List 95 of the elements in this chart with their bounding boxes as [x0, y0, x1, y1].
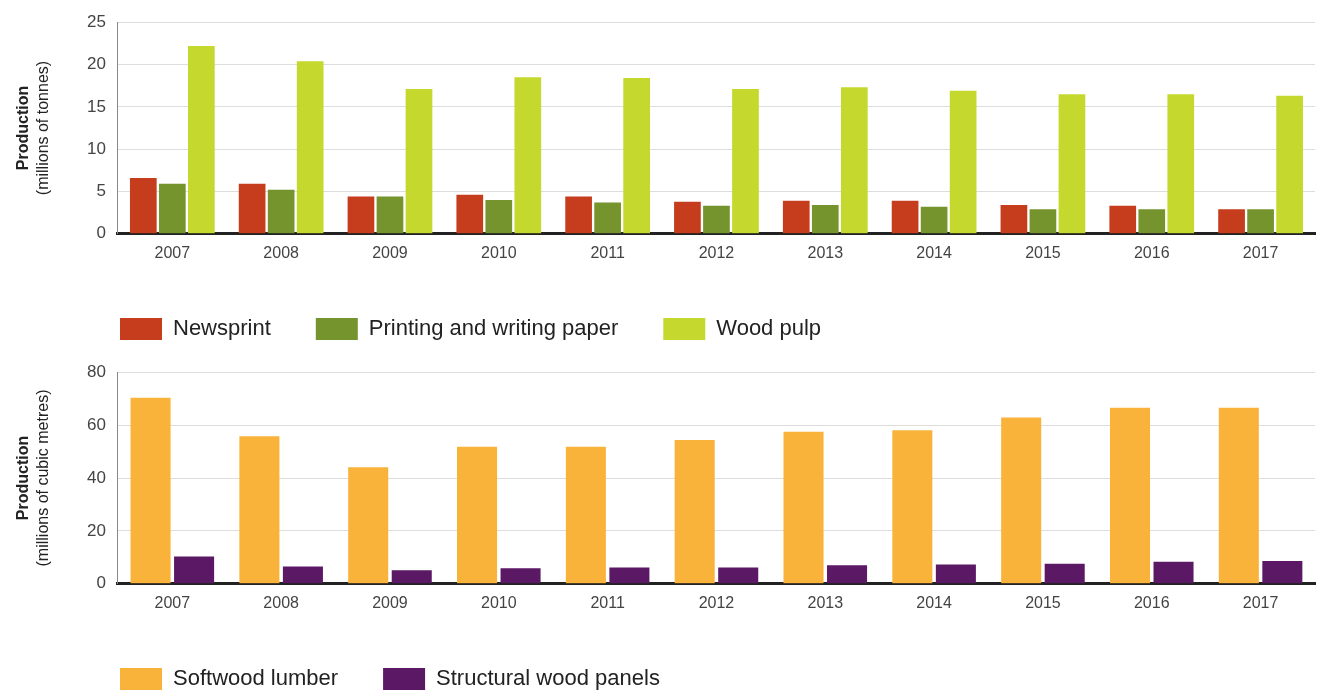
x-tick-label: 2014: [916, 243, 953, 261]
x-tick-label: 2016: [1133, 243, 1170, 261]
x-tick-label: 2011: [590, 593, 625, 611]
bar: [282, 566, 323, 584]
x-tick-label: 2013: [807, 243, 844, 261]
y-axis-title: Production (millions of cubic metres): [14, 389, 52, 567]
x-tick-label: 2009: [372, 593, 408, 611]
bar: [267, 189, 295, 234]
bar: [565, 446, 606, 584]
x-tick-label: 2011: [590, 243, 625, 261]
bar: [609, 567, 650, 584]
x-tick-label: 2012: [698, 243, 735, 261]
bar: [347, 196, 375, 234]
bar: [718, 567, 759, 584]
bar: [840, 87, 868, 234]
bar: [892, 430, 933, 584]
x-tick-label: 2007: [154, 593, 191, 611]
bar: [1276, 95, 1303, 234]
bar: [1044, 563, 1085, 584]
legend-label: Newsprint: [173, 315, 271, 341]
bar: [1167, 94, 1195, 234]
y-tick-label: 15: [86, 96, 106, 116]
legend-label: Wood pulp: [716, 315, 822, 341]
y-tick-label: 0: [96, 573, 106, 593]
bar: [891, 200, 919, 234]
bar: [239, 436, 280, 584]
y-tick-label: 10: [86, 138, 106, 158]
bar: [783, 431, 824, 584]
bar: [158, 183, 186, 234]
bar: [1000, 205, 1028, 234]
bar: [920, 206, 948, 234]
bar: [782, 200, 810, 234]
bar: [674, 201, 701, 234]
x-tick-label: 2014: [916, 593, 953, 611]
bar: [1218, 209, 1245, 234]
bar: [457, 446, 498, 584]
bar: [1109, 205, 1137, 234]
x-tick-label: 2008: [263, 243, 300, 261]
bar: [1001, 417, 1042, 584]
x-tick-label: 2008: [263, 593, 300, 611]
x-tick-label: 2015: [1025, 593, 1061, 611]
x-tick-label: 2013: [807, 593, 844, 611]
bar: [565, 196, 592, 234]
x-tick-label: 2010: [481, 243, 517, 261]
bar: [174, 556, 215, 584]
bar: [827, 565, 868, 584]
bar: [935, 564, 976, 584]
bar: [456, 194, 484, 234]
bar: [1153, 561, 1194, 584]
y-tick-label: 5: [96, 181, 106, 201]
bar: [623, 78, 650, 234]
y-tick-label: 20: [86, 54, 106, 74]
bar: [514, 77, 542, 234]
bar: [594, 202, 621, 234]
legend-label: Printing and writing paper: [368, 315, 619, 341]
bar: [811, 205, 839, 234]
bar: [187, 45, 215, 234]
x-tick-label: 2017: [1242, 243, 1279, 261]
bar: [674, 439, 715, 584]
x-tick-label: 2015: [1025, 243, 1061, 261]
bar: [500, 568, 541, 584]
x-tick-label: 2009: [372, 243, 408, 261]
legend-label: Softwood lumber: [173, 665, 339, 691]
y-axis-title: Production (millions of tonnes): [14, 60, 52, 196]
bar: [130, 397, 171, 584]
x-tick-label: 2017: [1242, 593, 1279, 611]
bar: [296, 61, 324, 234]
bar: [1109, 407, 1151, 584]
bar: [238, 183, 266, 234]
bar: [1058, 94, 1086, 234]
bar: [391, 570, 432, 584]
bar: [129, 177, 157, 234]
x-tick-label: 2016: [1133, 593, 1170, 611]
x-tick-label: 2010: [481, 593, 517, 611]
bar: [703, 205, 730, 234]
bar: [949, 90, 977, 234]
bar: [348, 467, 389, 584]
bar: [1218, 407, 1259, 584]
x-tick-label: 2012: [698, 593, 735, 611]
bar: [732, 89, 759, 234]
legend-label: Structural wood panels: [436, 665, 660, 691]
bar: [1029, 209, 1057, 234]
bar: [1262, 561, 1303, 584]
y-tick-label: 25: [86, 11, 106, 31]
bar: [485, 199, 513, 234]
bar: [405, 89, 433, 234]
y-tick-label: 40: [86, 467, 106, 487]
bar: [1138, 209, 1166, 234]
y-tick-label: 20: [86, 520, 106, 540]
y-tick-label: 0: [96, 223, 106, 243]
x-tick-label: 2007: [154, 243, 191, 261]
bar: [1247, 209, 1274, 234]
y-tick-label: 80: [86, 361, 106, 381]
y-tick-label: 60: [86, 414, 106, 434]
bar: [376, 196, 404, 234]
